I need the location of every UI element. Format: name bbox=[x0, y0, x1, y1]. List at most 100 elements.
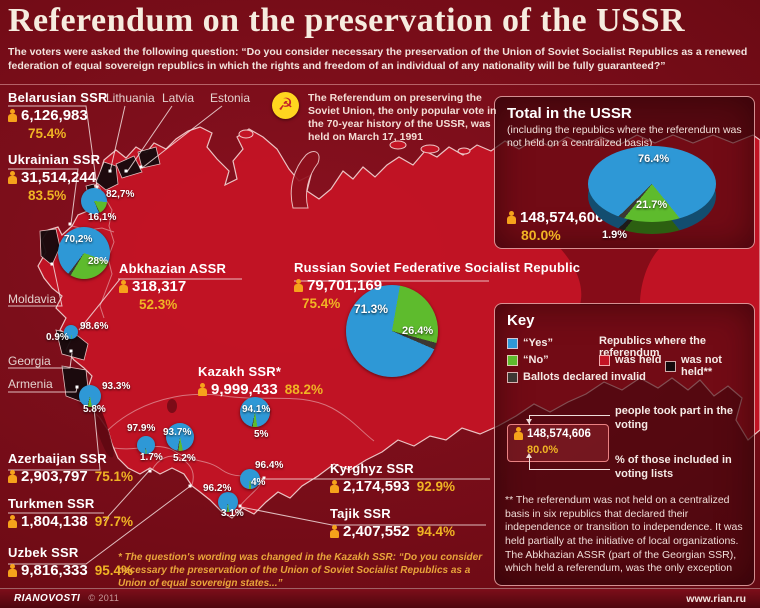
republic-turnout: 75.1% bbox=[94, 469, 134, 485]
republic-voters: 2,903,797 bbox=[21, 467, 88, 485]
person-icon bbox=[514, 427, 523, 440]
republic-turnout: 52.3% bbox=[139, 297, 178, 313]
not-held-regions bbox=[39, 146, 161, 403]
republic-voters: 1,804,138 bbox=[21, 512, 88, 530]
pie-label-no: 26.4% bbox=[402, 325, 434, 337]
republic-turnout: 92.9% bbox=[416, 479, 456, 495]
republic-turnout: 97.7% bbox=[94, 514, 134, 530]
pie-label-invalid: 1.9% bbox=[602, 229, 628, 241]
example-turnout: 80.0% bbox=[527, 444, 559, 456]
pie-label-yes: 82,7% bbox=[106, 189, 135, 200]
republic-label-turkmen: Turkmen SSR 1,804,138 97.7% bbox=[8, 496, 134, 530]
pie-label-no: 0.9% bbox=[46, 332, 69, 343]
pie-label-yes: 96.4% bbox=[255, 460, 284, 471]
total-panel-subtitle: (including the republics where the refer… bbox=[507, 124, 742, 150]
example-voters: 148,574,606 bbox=[527, 427, 591, 440]
republic-label-tajik: Tajik SSR 2,407,552 94.4% bbox=[330, 506, 455, 540]
person-icon bbox=[507, 211, 516, 224]
invalid-swatch-icon bbox=[507, 371, 518, 383]
republic-voters: 31,514,244 bbox=[21, 168, 97, 186]
pie-chart-abkhazia bbox=[64, 325, 78, 339]
region-estonia bbox=[137, 146, 161, 169]
republic-label-azerbaijan: Azerbaijan SSR 2,903,797 75.1% bbox=[8, 451, 134, 485]
pie-chart-azerbaijan bbox=[79, 385, 101, 407]
pie-label-yes: 93.3% bbox=[102, 381, 131, 392]
legend-no: “No” bbox=[507, 354, 549, 366]
republic-name: Uzbek SSR bbox=[8, 545, 79, 560]
key-example-chip: 148,574,606 80.0% bbox=[507, 424, 609, 462]
map-dots bbox=[50, 165, 266, 508]
pie-label-yes: 96.2% bbox=[203, 483, 232, 494]
republic-turnout: 83.5% bbox=[28, 188, 67, 204]
pie-chart-total-3d-top bbox=[588, 146, 716, 222]
caption-took-part: people took part in the voting bbox=[615, 405, 733, 431]
connector-top bbox=[529, 415, 610, 425]
pie-chart-russia bbox=[346, 285, 438, 377]
history-note-text: The Referendum on preserving the Soviet … bbox=[308, 92, 497, 144]
person-icon bbox=[294, 279, 303, 293]
yes-swatch-icon bbox=[507, 337, 518, 349]
pie-label-no: 5% bbox=[254, 429, 269, 440]
total-panel-title: Total in the USSR bbox=[507, 105, 632, 122]
republic-label-belarus: Belarusian SSR 6,126,983 75.4% bbox=[8, 90, 108, 141]
person-icon bbox=[8, 109, 17, 123]
sea-of-okhotsk bbox=[560, 248, 660, 305]
person-icon bbox=[8, 171, 17, 185]
legend-invalid: Ballots declared invalid bbox=[507, 371, 646, 383]
legend-yes-label: “Yes” bbox=[523, 337, 553, 349]
person-icon bbox=[8, 564, 17, 578]
republic-name: Belarusian SSR bbox=[8, 90, 108, 105]
label-georgia: Georgia bbox=[8, 354, 51, 368]
person-icon bbox=[8, 515, 17, 529]
pie-chart-kyrghyz bbox=[240, 469, 260, 489]
label-latvia: Latvia bbox=[162, 91, 195, 105]
pie-label-no: 5.8% bbox=[83, 404, 106, 415]
legend-was-not-held-label: was not held** bbox=[681, 354, 722, 378]
held-swatch-icon bbox=[599, 354, 610, 366]
total-turnout: 80.0% bbox=[521, 227, 561, 243]
legend-no-label: “No” bbox=[523, 354, 549, 366]
legend-was-held: was held bbox=[599, 354, 661, 366]
pie-label-yes: 93.7% bbox=[163, 427, 192, 438]
novaya-zemlya-island bbox=[290, 151, 320, 209]
pie-chart-turkmen bbox=[137, 436, 155, 454]
region-lithuania bbox=[95, 161, 119, 191]
aral-sea bbox=[167, 399, 177, 413]
caspian-sea bbox=[91, 398, 114, 458]
republic-name: Turkmen SSR bbox=[8, 496, 95, 511]
person-icon bbox=[330, 525, 339, 539]
total-stat: 148,574,606 80.0% bbox=[507, 209, 603, 243]
copyright: © 2011 bbox=[88, 593, 120, 603]
legend-republics-heading: Republics where the referendum bbox=[599, 335, 706, 359]
footer-bar: RIANOVOSTI © 2011 www.rian.ru bbox=[0, 588, 760, 608]
region-moldavia bbox=[39, 228, 61, 266]
republic-voters: 2,174,593 bbox=[343, 477, 410, 495]
pie-label-yes: 70,2% bbox=[64, 234, 93, 245]
republic-name: Kyrghyz SSR bbox=[330, 461, 414, 476]
region-latvia bbox=[115, 155, 143, 179]
republic-name: Tajik SSR bbox=[330, 506, 391, 521]
person-icon bbox=[198, 383, 207, 397]
legend-was-not-held: was not held** bbox=[665, 354, 754, 378]
ria-novosti-logo: RIANOVOSTI © 2011 bbox=[14, 593, 119, 604]
not-held-footnote: ** The referendum was not held on a cent… bbox=[505, 494, 743, 575]
arctic-islands bbox=[238, 129, 471, 155]
republic-name: Abkhazian ASSR bbox=[119, 261, 227, 276]
pie-label-yes: 71.3% bbox=[354, 302, 389, 316]
history-note: ☭ The Referendum on preserving the Sovie… bbox=[272, 92, 498, 145]
website-url: www.rian.ru bbox=[686, 592, 746, 605]
republic-turnout: 95.4% bbox=[94, 563, 134, 579]
pie-chart-kazakh bbox=[240, 397, 270, 427]
pie-chart-tajik bbox=[218, 492, 238, 512]
republic-voters: 9,999,433 bbox=[211, 380, 278, 398]
legend-invalid-label: Ballots declared invalid bbox=[523, 371, 646, 383]
republic-name: Kazakh SSR* bbox=[198, 364, 282, 379]
republic-label-kazakh: Kazakh SSR* 9,999,433 88.2% bbox=[198, 364, 323, 398]
republic-name: Russian Soviet Federative Socialist Repu… bbox=[294, 260, 581, 275]
pie-label-no: 16,1% bbox=[88, 212, 117, 223]
person-icon bbox=[119, 280, 128, 294]
total-voters: 148,574,606 bbox=[520, 209, 604, 226]
republic-label-uzbek: Uzbek SSR 9,816,333 95.4% bbox=[8, 545, 134, 579]
pie-label-no: 5.2% bbox=[173, 453, 196, 464]
brand-name: RIANOVOSTI bbox=[14, 593, 81, 604]
